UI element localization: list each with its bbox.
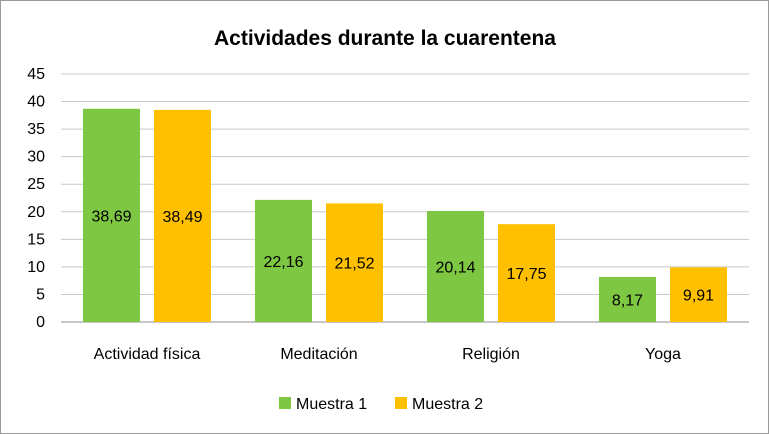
bars: 38,69 38,49 22,16 21,52 20,14 17,75 8,17 9,91 — [83, 108, 727, 322]
data-label: 22,16 — [263, 254, 303, 271]
chart-title: Actividades durante la cuarentena — [214, 27, 556, 50]
x-tick-label: Yoga — [645, 346, 681, 363]
y-tick-label: 15 — [27, 231, 45, 248]
x-tick-label: Meditación — [280, 346, 357, 363]
data-label: 21,52 — [334, 256, 374, 273]
bar — [599, 276, 656, 322]
data-label: 9,91 — [683, 288, 714, 305]
legend-swatch — [279, 397, 291, 409]
data-label: 17,75 — [506, 266, 546, 283]
y-tick-label: 30 — [27, 149, 45, 166]
y-tick-label: 40 — [27, 94, 45, 111]
legend-swatch — [395, 397, 407, 409]
x-axis: Actividad física Meditación Religión Yoga — [94, 346, 681, 363]
legend: Muestra 1 Muestra 2 — [279, 396, 483, 413]
bar — [326, 203, 383, 322]
legend-label: Muestra 1 — [296, 396, 367, 413]
data-label: 8,17 — [612, 292, 643, 309]
data-label: 38,69 — [91, 208, 131, 225]
legend-label: Muestra 2 — [412, 396, 483, 413]
bar — [255, 199, 312, 322]
data-label: 20,14 — [435, 260, 475, 277]
bar — [154, 109, 211, 322]
y-axis: 0 5 10 15 20 25 30 35 40 45 — [27, 66, 45, 331]
y-tick-label: 45 — [27, 66, 45, 83]
x-tick-label: Religión — [462, 346, 520, 363]
y-tick-label: 35 — [27, 121, 45, 138]
y-tick-label: 25 — [27, 176, 45, 193]
y-tick-label: 20 — [27, 204, 45, 221]
bar — [427, 211, 484, 322]
bar — [670, 267, 727, 322]
bar — [498, 224, 555, 322]
x-tick-label: Actividad física — [94, 346, 201, 363]
y-tick-label: 0 — [36, 314, 45, 331]
data-label: 38,49 — [162, 209, 202, 226]
y-tick-label: 10 — [27, 259, 45, 276]
y-tick-label: 5 — [36, 286, 45, 303]
bar — [83, 108, 140, 322]
